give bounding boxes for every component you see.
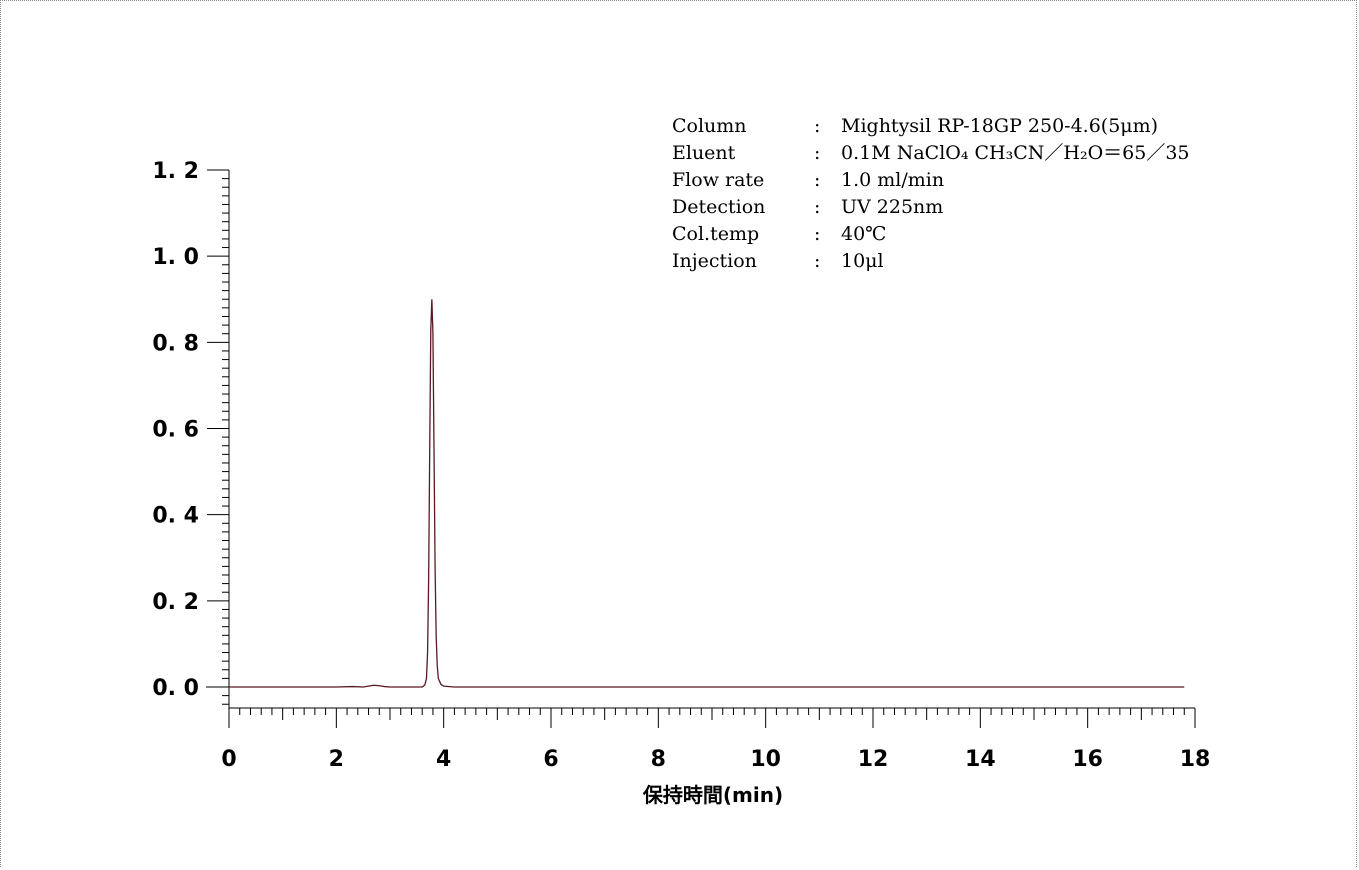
condition-colon: : bbox=[814, 196, 821, 218]
y-tick-label: 1. 2 bbox=[152, 159, 199, 184]
condition-label: Flow rate bbox=[672, 169, 765, 191]
condition-colon: : bbox=[814, 169, 821, 191]
condition-value: 10μl bbox=[841, 250, 884, 272]
ticks-group bbox=[207, 169, 1196, 728]
y-tick-label: 0. 2 bbox=[152, 590, 199, 615]
condition-label: Column bbox=[672, 115, 747, 137]
x-tick-label: 14 bbox=[965, 747, 996, 772]
condition-row-column: Column : Mightysil RP-18GP 250-4.6(5μm) bbox=[672, 113, 1190, 140]
condition-label: Col.temp bbox=[672, 223, 760, 245]
condition-colon: : bbox=[814, 142, 821, 164]
condition-value: 40℃ bbox=[841, 223, 887, 245]
x-tick-label: 16 bbox=[1072, 747, 1103, 772]
condition-colon: : bbox=[814, 115, 821, 137]
condition-value: 0.1M NaClO₄ CH₃CN／H₂O＝65／35 bbox=[841, 142, 1190, 164]
x-tick-label: 10 bbox=[750, 747, 781, 772]
condition-label: Detection bbox=[672, 196, 766, 218]
y-tick-label: 0. 8 bbox=[152, 331, 199, 356]
condition-value: 1.0 ml/min bbox=[841, 169, 945, 191]
tick-labels-group: 0. 0 0. 2 0. 4 0. 6 0. 8 1. 0 1. 2 0 2 4 6 8 10 12 14 1… bbox=[152, 159, 1210, 772]
x-tick-label: 8 bbox=[651, 747, 666, 772]
condition-colon: : bbox=[814, 250, 821, 272]
x-tick-label: 18 bbox=[1180, 747, 1211, 772]
y-tick-label: 1. 0 bbox=[152, 245, 199, 270]
x-tick-label: 0 bbox=[221, 747, 236, 772]
condition-label: Injection bbox=[672, 250, 757, 272]
y-tick-label: 0. 4 bbox=[152, 504, 199, 529]
condition-value: UV 225nm bbox=[841, 196, 944, 218]
condition-value: Mightysil RP-18GP 250-4.6(5μm) bbox=[841, 115, 1159, 137]
condition-row-eluent: Eluent : 0.1M NaClO₄ CH₃CN／H₂O＝65／35 bbox=[672, 140, 1190, 167]
chromatogram-trace bbox=[229, 299, 1185, 688]
x-tick-label: 4 bbox=[436, 747, 451, 772]
x-tick-label: 6 bbox=[543, 747, 558, 772]
y-tick-label: 0. 6 bbox=[152, 418, 199, 443]
condition-label: Eluent bbox=[672, 142, 736, 164]
x-tick-label: 2 bbox=[329, 747, 344, 772]
condition-row-flow-rate: Flow rate : 1.0 ml/min bbox=[672, 167, 1190, 194]
condition-colon: : bbox=[814, 223, 821, 245]
condition-row-col-temp: Col.temp : 40℃ bbox=[672, 221, 1190, 248]
condition-row-injection: Injection : 10μl bbox=[672, 248, 1190, 275]
x-tick-label: 12 bbox=[858, 747, 889, 772]
y-tick-label: 0. 0 bbox=[152, 676, 199, 701]
conditions-panel: Column : Mightysil RP-18GP 250-4.6(5μm) … bbox=[672, 113, 1190, 275]
condition-row-detection: Detection : UV 225nm bbox=[672, 194, 1190, 221]
x-axis-label: 保持時間(min) bbox=[642, 783, 783, 807]
